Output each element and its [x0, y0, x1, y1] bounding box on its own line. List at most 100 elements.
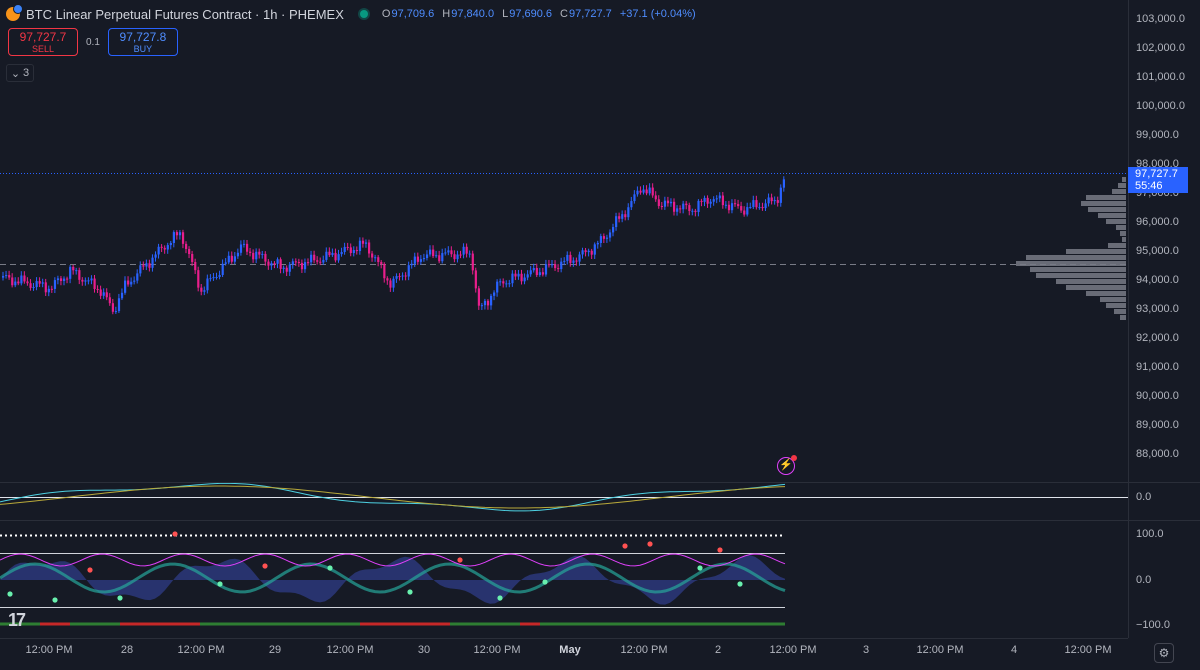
chart-area[interactable]: [0, 0, 1128, 638]
candle-body: [715, 198, 718, 200]
volume-profile-bar: [1088, 207, 1126, 212]
candle-body: [676, 208, 679, 212]
candle-body: [291, 261, 294, 265]
price-tick: 102,000.0: [1136, 42, 1185, 54]
candle-body: [361, 240, 365, 244]
candle-body: [14, 281, 17, 286]
candle-body: [117, 298, 121, 312]
time-tick: 12:00 PM: [620, 644, 668, 656]
candle-body: [130, 281, 133, 285]
price-chart[interactable]: [0, 0, 1128, 638]
candle-body: [185, 243, 188, 249]
pane-separator[interactable]: [0, 482, 1200, 483]
chevron-down-icon: ⌄: [10, 67, 21, 80]
candle-body: [493, 292, 496, 296]
candle-body: [294, 261, 297, 263]
candle-body: [648, 187, 651, 194]
candle-body: [496, 281, 499, 293]
candle-body: [520, 273, 523, 282]
candle-body: [50, 288, 53, 290]
indicators-toggle-button[interactable]: ⌄ 3: [6, 64, 34, 82]
candle-body: [407, 265, 410, 277]
candle-body: [148, 263, 151, 268]
gear-icon[interactable]: ⚙: [1154, 643, 1174, 663]
price-tick: 103,000.0: [1136, 13, 1185, 25]
candle-body: [657, 199, 660, 206]
candle-body: [172, 232, 175, 243]
time-tick: 12:00 PM: [769, 644, 817, 656]
candle-body: [124, 280, 127, 293]
candle-body: [252, 252, 255, 260]
candle-body: [538, 272, 541, 276]
time-tick: 12:00 PM: [916, 644, 964, 656]
candle-body: [270, 263, 273, 266]
time-tick: 29: [268, 644, 282, 656]
candle-body: [422, 258, 426, 260]
time-tick: 12:00 PM: [177, 644, 225, 656]
candle-body: [779, 187, 782, 203]
ohlc-values: O97,709.6 H97,840.0 L97,690.6 C97,727.7 …: [381, 8, 696, 20]
time-tick: 12:00 PM: [326, 644, 374, 656]
candle-body: [502, 281, 505, 284]
candle-body: [47, 288, 50, 293]
volume-profile-bar: [1030, 267, 1126, 272]
candle-body: [669, 201, 673, 204]
candle-body: [761, 206, 764, 209]
osc2-signal-dot: [542, 579, 548, 585]
candle-body: [66, 278, 69, 280]
candle-body: [264, 253, 267, 262]
candle-body: [471, 253, 474, 271]
volume-profile-bar: [1066, 249, 1126, 254]
osc2-signal-dot: [217, 581, 223, 587]
candle-body: [249, 251, 252, 253]
pane-separator[interactable]: [0, 520, 1200, 521]
price-axis[interactable]: [1128, 0, 1200, 638]
osc2-signal-dot: [117, 595, 123, 601]
osc2-signal-dot: [457, 557, 463, 563]
candle-body: [639, 190, 642, 193]
candle-body: [685, 203, 688, 206]
candle-body: [285, 267, 288, 272]
candle-body: [120, 292, 124, 299]
osc1-line: [0, 482, 786, 512]
osc2-signal-dot: [407, 589, 413, 595]
candle-body: [328, 251, 331, 256]
candle-body: [477, 288, 480, 306]
candle-body: [456, 254, 459, 260]
candle-body: [297, 262, 301, 264]
candle-body: [773, 200, 776, 202]
tradingview-logo[interactable]: 17: [8, 610, 26, 630]
buy-button[interactable]: 97,727.8 BUY: [107, 28, 178, 56]
candle-body: [593, 244, 596, 255]
candle-body: [468, 253, 471, 255]
candle-body: [398, 276, 401, 278]
osc2-signal-dot: [647, 541, 653, 547]
time-tick: 4: [1010, 644, 1018, 656]
candle-body: [178, 232, 182, 236]
candle-body: [526, 274, 529, 278]
symbol-title[interactable]: BTC Linear Perpetual Futures Contract · …: [26, 6, 344, 22]
candle-body: [718, 195, 721, 199]
time-axis[interactable]: [0, 638, 1128, 670]
osc2-area: [0, 555, 785, 605]
lightning-icon[interactable]: ⚡: [777, 455, 797, 475]
market-status-icon[interactable]: [359, 10, 368, 18]
candle-body: [660, 205, 663, 207]
volume-profile-bar: [1081, 201, 1126, 206]
candle-body: [764, 203, 767, 209]
candle-body: [246, 243, 249, 252]
volume-profile-bar: [1100, 297, 1126, 302]
candle-body: [273, 263, 276, 265]
candle-body: [419, 259, 423, 262]
volume-profile-bar: [1106, 219, 1126, 224]
osc2-signal-dot: [622, 543, 628, 549]
candle-body: [181, 232, 185, 244]
price-tick: 95,000.0: [1136, 245, 1179, 257]
candle-body: [727, 204, 731, 211]
sell-button[interactable]: 97,727.7 SELL: [8, 28, 78, 56]
candle-body: [87, 280, 90, 282]
candle-body: [563, 260, 566, 262]
candle-body: [325, 251, 328, 260]
candle-body: [255, 251, 258, 260]
candle-body: [310, 254, 313, 263]
